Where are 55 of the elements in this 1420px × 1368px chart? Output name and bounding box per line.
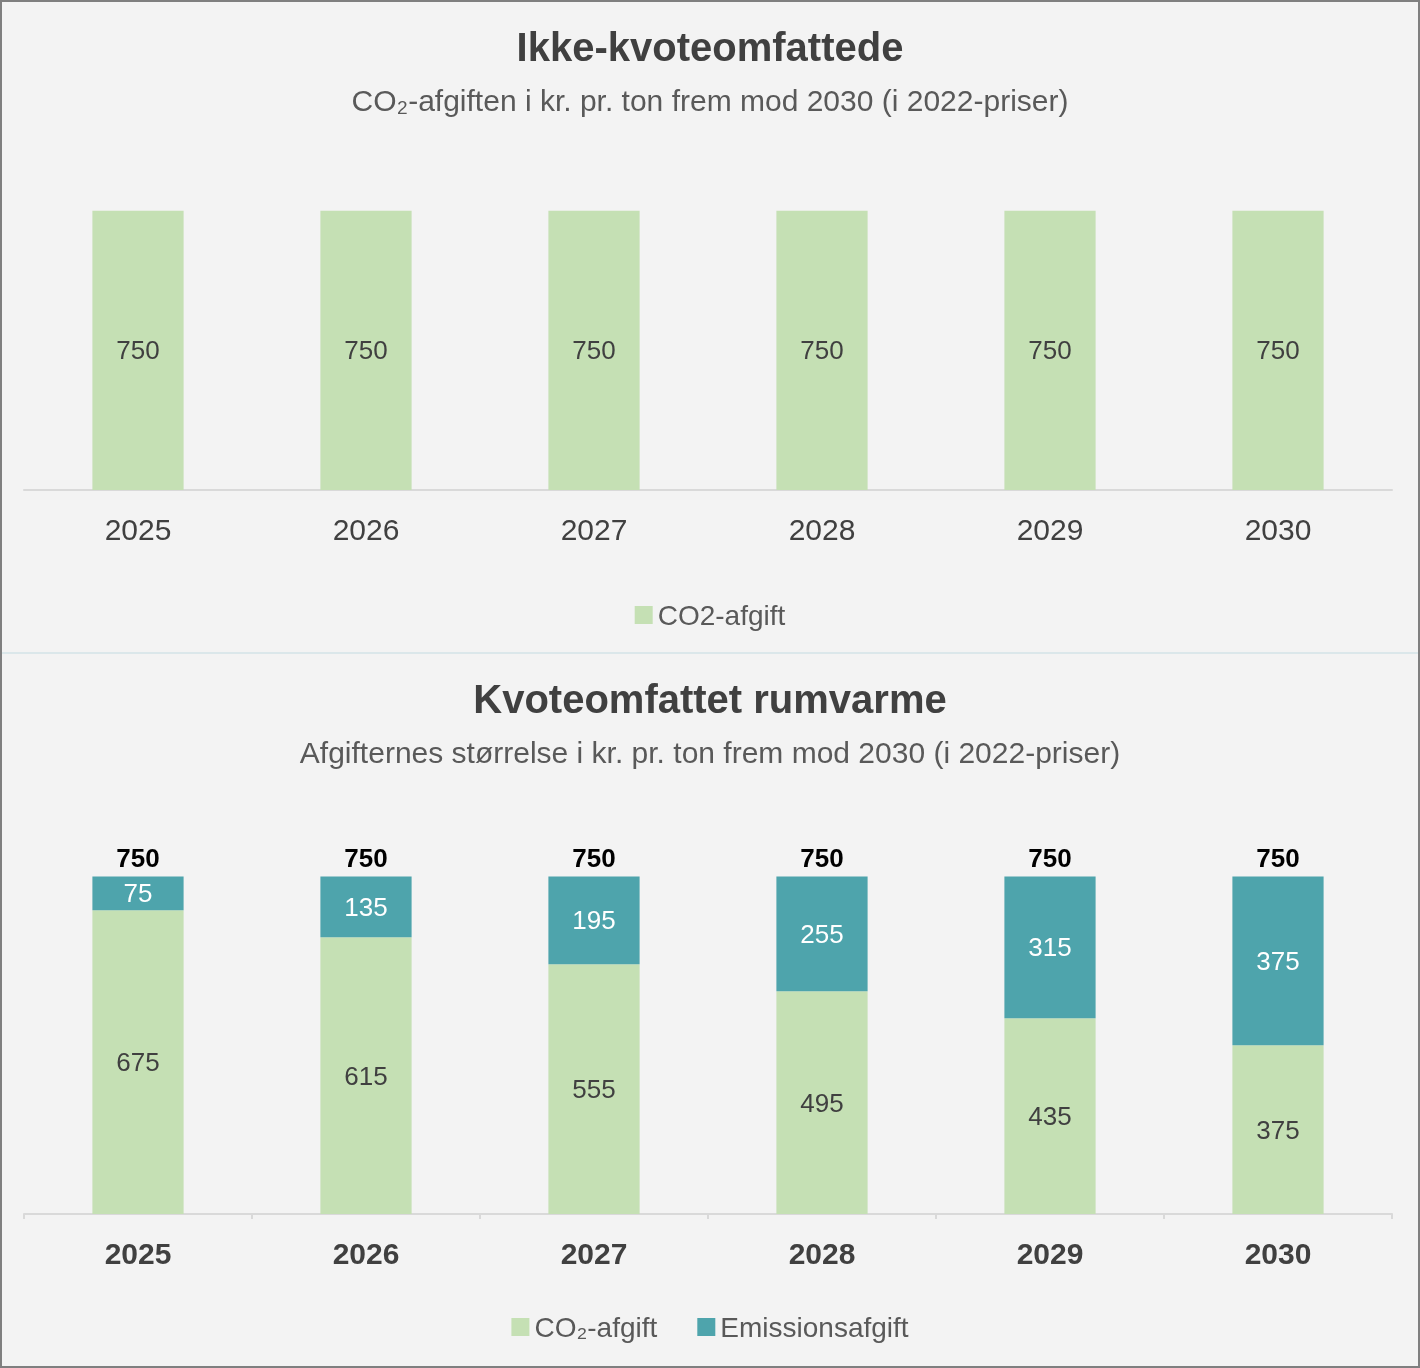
x-tick-label: 2027 [560, 512, 628, 546]
bar [320, 876, 412, 938]
data-label: 750 [800, 842, 844, 873]
legend-label: Emissionsafgift [720, 1311, 909, 1343]
text: 750 [572, 335, 616, 366]
data-label: 375 [1256, 945, 1300, 976]
x-tick-label: 2028 [788, 1236, 856, 1270]
x-tick-label: 2026 [332, 1236, 400, 1270]
data-label: 675 [116, 1047, 160, 1078]
data-label: 195 [572, 905, 616, 936]
data-label: 435 [1028, 1101, 1072, 1132]
x-tick-label: 2029 [1016, 1236, 1084, 1270]
data-label: 555 [572, 1074, 616, 1105]
x-tick-label: 2028 [788, 512, 856, 546]
data-label: 750 [344, 842, 388, 873]
x-tick-label: 2027 [560, 1236, 628, 1270]
data-label: 750 [1028, 842, 1072, 873]
data-label: 615 [344, 1060, 388, 1091]
x-tick-label: 2025 [104, 512, 172, 546]
bar [1232, 876, 1324, 1046]
bar [776, 876, 868, 992]
text: 750 [1028, 335, 1072, 366]
data-label: 750 [116, 842, 160, 873]
chart-subtitle: Afgifternes størrelse i kr. pr. ton frem mod 2030 (i 2022-priser) [299, 735, 1121, 769]
x-tick-label: 2030 [1244, 1236, 1312, 1270]
data-label: 375 [1256, 1114, 1300, 1145]
chart-subtitle: CO₂-afgiften i kr. pr. ton frem mod 2030 (i 2022-priser) [351, 83, 1069, 117]
x-tick-label: 2025 [104, 1236, 172, 1270]
data-label: 750 [1256, 842, 1300, 873]
data-label: 750 [572, 842, 616, 873]
x-tick-label: 2030 [1244, 512, 1312, 546]
chart-title: Ikke-kvoteomfattede [516, 25, 904, 69]
bar [548, 876, 640, 965]
x-tick-label: 2029 [1016, 512, 1084, 546]
data-label: 255 [800, 918, 844, 949]
bar [1004, 1018, 1096, 1214]
text: 750 [800, 335, 844, 366]
bar [320, 937, 412, 1214]
legend-label: CO2-afgift [657, 599, 786, 631]
data-label: 315 [1028, 932, 1072, 963]
bar [776, 991, 868, 1214]
bar [1232, 1045, 1324, 1214]
text: 750 [1256, 335, 1300, 366]
data-label: 75 [123, 878, 153, 909]
text: 750 [116, 335, 160, 366]
bar [92, 910, 184, 1214]
legend-label: CO₂-afgift [534, 1311, 658, 1343]
bar [548, 964, 640, 1214]
bar [1004, 876, 1096, 1019]
x-tick-label: 2026 [332, 512, 400, 546]
chart-title: Kvoteomfattet rumvarme [473, 677, 947, 721]
data-label: 495 [800, 1087, 844, 1118]
bar [92, 876, 184, 911]
text: 750 [344, 335, 388, 366]
data-label: 135 [344, 891, 388, 922]
